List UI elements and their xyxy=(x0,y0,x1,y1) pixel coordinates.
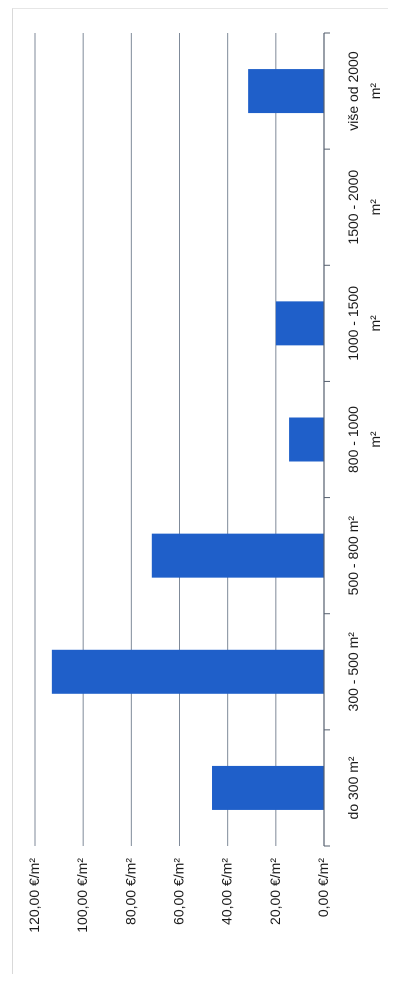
bar xyxy=(289,417,324,462)
value-tick-label: 60,00 €/m² xyxy=(171,858,187,925)
chart-frame xyxy=(12,8,388,974)
category-label: 500 - 800 m² xyxy=(345,516,361,596)
category-label: do 300 m² xyxy=(345,756,361,819)
category-label: m² xyxy=(367,315,383,332)
category-label: više od 2000 xyxy=(345,51,361,131)
category-label: 800 - 1000 xyxy=(345,406,361,473)
axes xyxy=(323,32,330,847)
category-label: 1000 - 1500 xyxy=(345,286,361,361)
category-label: 300 - 500 m² xyxy=(345,632,361,712)
bar xyxy=(248,69,324,114)
bars xyxy=(51,69,324,810)
value-tick-label: 0,00 €/m² xyxy=(315,858,331,917)
value-tick-label: 80,00 €/m² xyxy=(122,858,138,925)
bar xyxy=(212,765,324,810)
bar xyxy=(275,301,324,346)
category-label: m² xyxy=(367,83,383,100)
category-label: m² xyxy=(367,431,383,448)
value-tick-label: 120,00 €/m² xyxy=(26,858,42,933)
category-label: 1500 - 2000 xyxy=(345,170,361,245)
value-tick-label: 40,00 €/m² xyxy=(219,858,235,925)
gridlines xyxy=(34,33,277,846)
category-label: m² xyxy=(367,199,383,216)
bar xyxy=(151,533,324,578)
value-tick-label: 20,00 €/m² xyxy=(267,858,283,925)
labels: 0,00 €/m² 20,00 €/m² 40,00 €/m² 60,00 €/m² 8… xyxy=(26,51,383,933)
value-tick-label: 100,00 €/m² xyxy=(74,858,90,933)
bar xyxy=(51,649,324,694)
